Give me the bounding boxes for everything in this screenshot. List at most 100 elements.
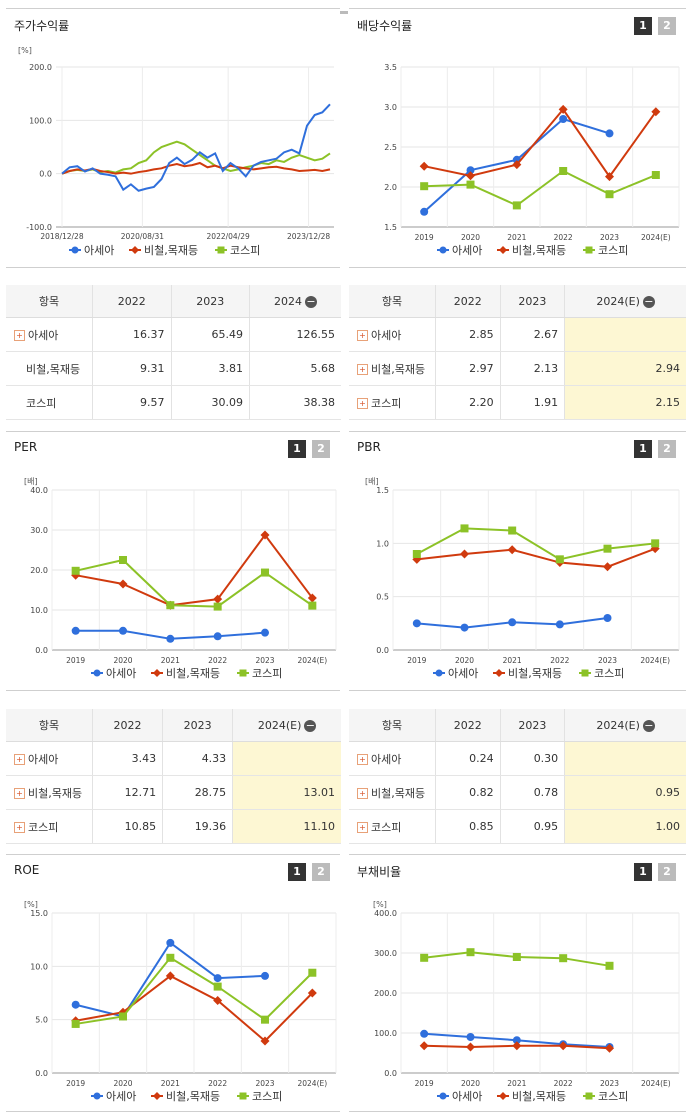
- column-header-label: 2024(E): [596, 718, 640, 732]
- expand-icon[interactable]: +: [357, 398, 368, 409]
- table-cell: 0.95: [564, 775, 686, 810]
- legend-item-metal: 비철,목재등: [497, 244, 566, 257]
- view-1-button[interactable]: 1: [634, 863, 652, 881]
- view-1-button[interactable]: 1: [634, 440, 652, 458]
- y-tick-label: 5.0: [35, 1016, 48, 1025]
- table-row: + 아세아 3.43 4.33: [6, 741, 341, 776]
- legend-marker: [217, 246, 225, 254]
- y-tick-label: 0.0: [384, 1069, 397, 1078]
- collapse-icon[interactable]: −: [305, 294, 318, 308]
- row-label-cell: 코스피: [6, 385, 93, 420]
- per-table: 항목 2022 2023 2024(E) − + 아세아 3.43 4.33 + 비철,목재등 12.…: [6, 709, 341, 844]
- legend-marker: [153, 1092, 161, 1100]
- column-header: 2024(E) −: [564, 285, 686, 318]
- legend-item-kospi: 코스피: [237, 1090, 282, 1103]
- legend-marker: [585, 1092, 593, 1100]
- data-point-metal: [260, 1036, 270, 1046]
- collapse-icon[interactable]: −: [642, 294, 655, 308]
- x-tick-label: 2019: [66, 656, 85, 665]
- column-header: 2024(E) −: [232, 709, 341, 742]
- table-row: + 코스피 0.85 0.95 1.00: [349, 809, 686, 844]
- data-point-asea: [555, 620, 564, 629]
- y-tick-label: 0.0: [39, 170, 52, 179]
- view-1-button[interactable]: 1: [288, 440, 306, 458]
- data-point-asea: [508, 618, 517, 627]
- x-tick-label: 2020: [461, 1079, 480, 1088]
- data-point-metal: [260, 530, 270, 540]
- y-tick-label: 30.0: [30, 526, 48, 535]
- row-label-cell: + 코스피: [349, 809, 436, 844]
- y-tick-label: 300.0: [374, 949, 397, 958]
- data-point-kospi: [466, 948, 475, 957]
- table-header-row: 항목 2022 2023 2024−: [6, 285, 341, 318]
- legend-marker: [499, 246, 507, 254]
- expand-icon[interactable]: +: [357, 330, 368, 341]
- x-tick-label: 2024(E): [640, 656, 670, 665]
- column-header: 2022: [435, 285, 501, 318]
- x-tick-label: 2023: [255, 656, 274, 665]
- column-header: 항목: [6, 285, 93, 318]
- view-2-button[interactable]: 2: [312, 863, 330, 881]
- view-1-button[interactable]: 1: [288, 863, 306, 881]
- table-cell: [564, 741, 686, 776]
- table-cell: [564, 317, 686, 352]
- view-1-button[interactable]: 1: [634, 17, 652, 35]
- data-point-metal: [118, 579, 128, 589]
- x-tick-label: 2020/08/31: [121, 232, 164, 241]
- data-point-kospi: [508, 526, 517, 535]
- column-header: 2022: [435, 709, 501, 742]
- expand-icon[interactable]: +: [14, 822, 25, 833]
- x-tick-label: 2021: [507, 1079, 526, 1088]
- column-header-label: 항목: [381, 719, 403, 732]
- expand-icon[interactable]: +: [357, 364, 368, 375]
- data-point-metal: [558, 104, 568, 114]
- data-point-kospi: [213, 602, 222, 611]
- x-tick-label: 2020: [113, 1079, 132, 1088]
- legend-marker: [239, 669, 247, 677]
- column-header-label: 2023: [183, 718, 212, 732]
- legend-item-kospi: 코스피: [583, 244, 628, 257]
- table-cell: 16.37: [92, 317, 172, 352]
- column-header: 2023: [500, 285, 566, 318]
- per-chart: [배]40.0 30.0 20.0 10.0 0.0 2019 2020 2021 2022 20…: [24, 477, 337, 680]
- view-2-button[interactable]: 2: [658, 863, 676, 881]
- x-tick-label: 2023: [598, 656, 617, 665]
- legend-label: 코스피: [252, 1090, 282, 1103]
- collapse-icon[interactable]: −: [304, 718, 317, 732]
- y-tick-label: 40.0: [30, 486, 48, 495]
- panel-title: 주가수익률: [14, 19, 70, 33]
- data-point-metal: [512, 1041, 522, 1051]
- expand-icon[interactable]: +: [357, 754, 368, 765]
- legend-marker: [499, 1092, 507, 1100]
- data-point-kospi: [512, 201, 521, 210]
- series-line-metal: [61, 161, 331, 175]
- x-tick-label: 2023/12/28: [287, 232, 330, 241]
- pbr-table: 항목 2022 2023 2024(E) − + 아세아 0.24 0.30 + 비철,목재등 0.8…: [349, 709, 686, 844]
- view-2-button[interactable]: 2: [658, 17, 676, 35]
- column-header-label: 2023: [518, 718, 547, 732]
- expand-icon[interactable]: +: [14, 330, 25, 341]
- expand-icon[interactable]: +: [14, 754, 25, 765]
- table-cell: 38.38: [249, 385, 341, 420]
- series-line-kospi: [75, 558, 313, 608]
- view-toggle: 1 2: [288, 440, 330, 458]
- x-tick-label: 2022: [208, 1079, 227, 1088]
- table-cell: 13.01: [232, 775, 341, 810]
- x-tick-label: 2021: [503, 656, 522, 665]
- expand-icon[interactable]: +: [357, 788, 368, 799]
- data-point-metal: [507, 545, 517, 555]
- series-line-metal: [423, 107, 657, 179]
- row-label: 아세아: [28, 752, 59, 766]
- collapse-icon[interactable]: −: [642, 718, 655, 732]
- table-cell: 2.13: [500, 351, 566, 386]
- data-point-metal: [603, 562, 612, 572]
- view-2-button[interactable]: 2: [658, 440, 676, 458]
- data-point-asea: [261, 971, 269, 980]
- column-header-label: 2024(E): [257, 718, 302, 732]
- view-2-button[interactable]: 2: [312, 440, 330, 458]
- expand-icon[interactable]: +: [14, 788, 25, 799]
- expand-icon[interactable]: +: [357, 822, 368, 833]
- y-tick-label: 1.0: [376, 539, 389, 548]
- data-point-metal: [460, 549, 469, 559]
- series-line-kospi: [424, 169, 657, 207]
